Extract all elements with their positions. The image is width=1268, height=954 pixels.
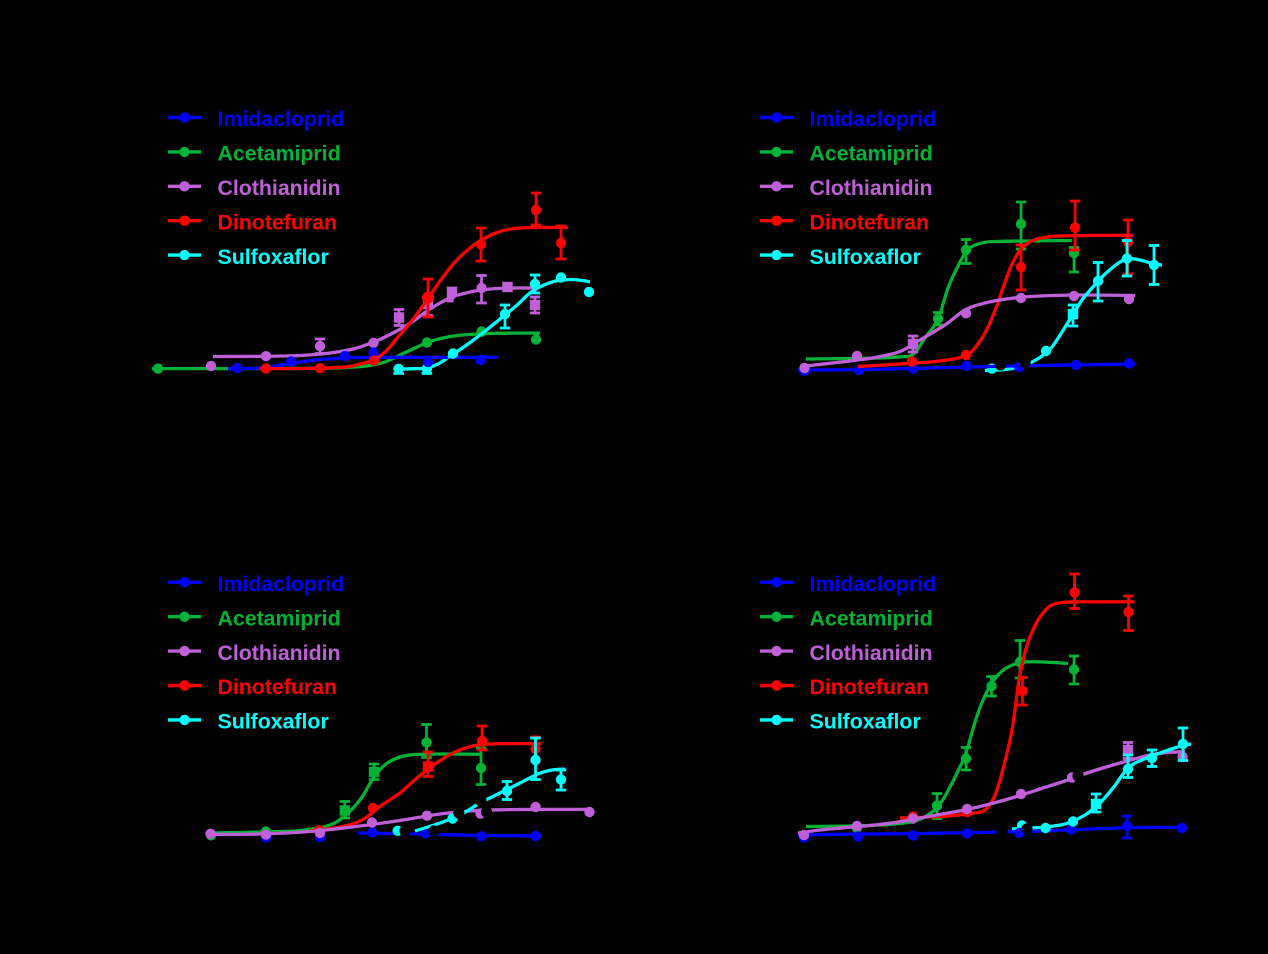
svg-text:Clothianidin: Clothianidin (810, 641, 933, 665)
svg-text:Sulfoxaflor: Sulfoxaflor (810, 245, 921, 269)
svg-text:Imidacloprid: Imidacloprid (218, 572, 345, 596)
svg-text:Dinotefuran: Dinotefuran (218, 210, 338, 234)
svg-text:Acetamiprid: Acetamiprid (810, 606, 933, 630)
svg-text:Sulfoxaflor: Sulfoxaflor (810, 710, 921, 734)
svg-text:Clothianidin: Clothianidin (810, 176, 933, 200)
svg-text:Acetamiprid: Acetamiprid (218, 606, 341, 630)
svg-text:Clothianidin: Clothianidin (218, 641, 341, 665)
svg-text:Sulfoxaflor: Sulfoxaflor (218, 245, 329, 269)
svg-text:Acetamiprid: Acetamiprid (810, 142, 933, 166)
svg-text:Dinotefuran: Dinotefuran (810, 210, 930, 234)
svg-text:Imidacloprid: Imidacloprid (810, 107, 937, 131)
svg-text:Sulfoxaflor: Sulfoxaflor (218, 710, 329, 734)
svg-text:Imidacloprid: Imidacloprid (810, 572, 937, 596)
svg-text:Acetamiprid: Acetamiprid (218, 142, 341, 166)
svg-text:Dinotefuran: Dinotefuran (810, 675, 930, 699)
svg-text:Imidacloprid: Imidacloprid (218, 107, 345, 131)
svg-text:Clothianidin: Clothianidin (218, 176, 341, 200)
svg-text:Dinotefuran: Dinotefuran (218, 675, 338, 699)
